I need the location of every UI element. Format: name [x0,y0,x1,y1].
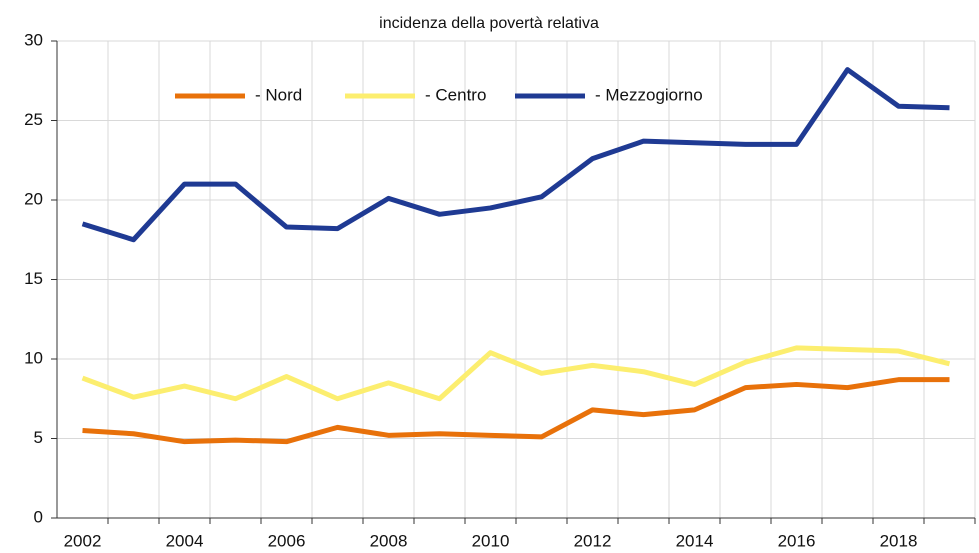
x-tick-label: 2006 [268,531,306,550]
legend-label: - Nord [255,85,302,104]
x-tick-label: 2014 [676,531,714,550]
chart-title: incidenza della povertà relativa [379,15,599,32]
x-tick-label: 2008 [370,531,408,550]
x-tick-label: 2002 [64,531,102,550]
series-line [82,377,950,445]
x-tick-label: 2010 [472,531,510,550]
x-tick-label: 2012 [574,531,612,550]
legend-label: - Centro [425,85,486,104]
y-tick-label: 5 [34,428,43,447]
y-tick-label: 0 [34,507,43,526]
series-line [81,67,950,243]
y-tick-label: 20 [24,189,43,208]
x-tick-label: 2018 [880,531,918,550]
series-line [81,345,951,402]
y-tick-label: 25 [24,110,43,129]
x-tick-label: 2004 [166,531,204,550]
y-tick-label: 10 [24,348,43,367]
y-tick-label: 15 [24,269,43,288]
y-tick-label: 30 [24,30,43,49]
x-tick-label: 2016 [778,531,816,550]
legend-label: - Mezzogiorno [595,85,703,104]
